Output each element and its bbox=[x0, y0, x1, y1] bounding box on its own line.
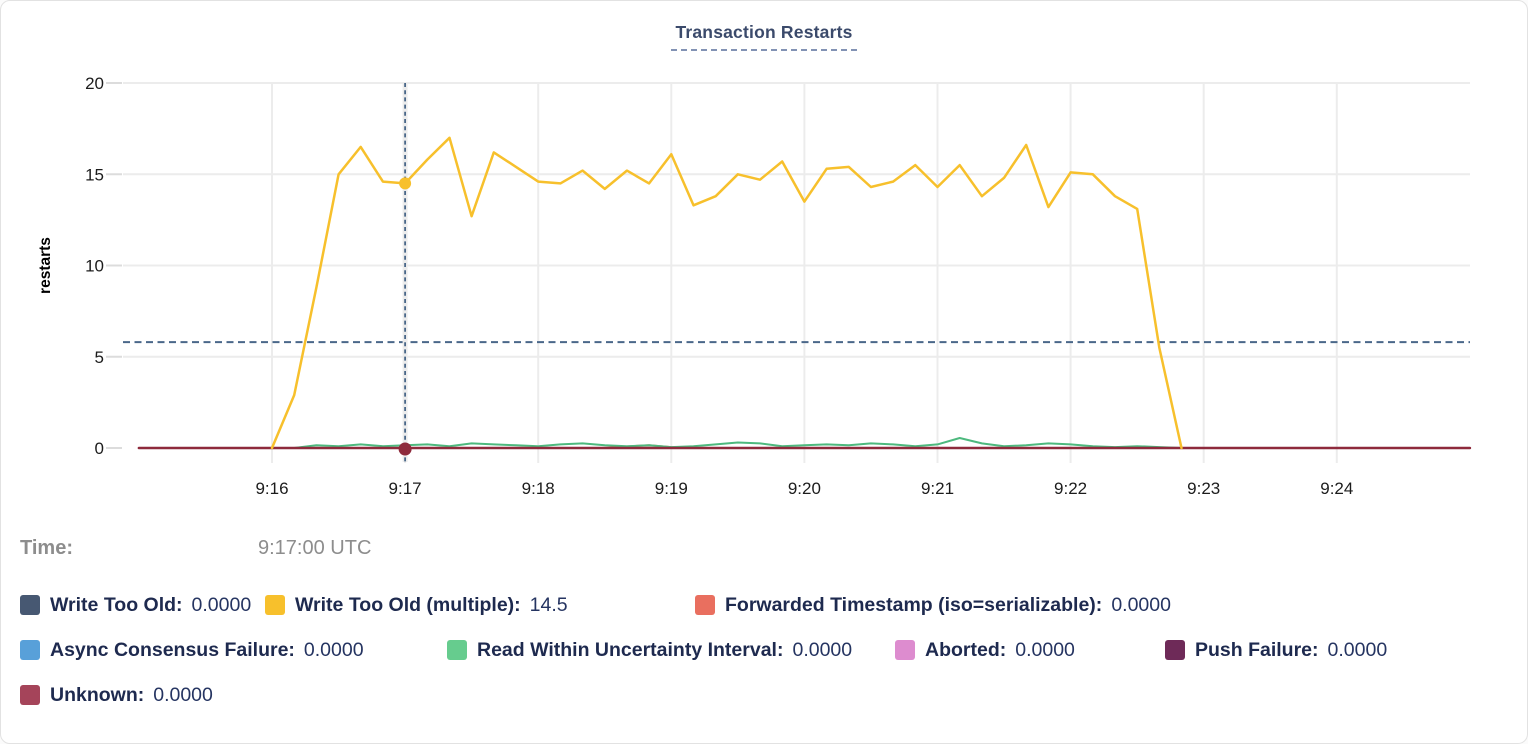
legend-label: Async Consensus Failure: bbox=[50, 638, 295, 661]
legend-swatch-icon bbox=[447, 640, 467, 660]
tooltip-time-value: 9:17:00 UTC bbox=[258, 537, 372, 559]
tooltip-time-label: Time: bbox=[20, 537, 73, 559]
legend-value: 14.5 bbox=[529, 593, 568, 616]
chart-svg[interactable]: 0 5 10 15 20 9:16 9:17 9:18 9:19 9:20 9:21 9:22 9:23… bbox=[0, 0, 1528, 520]
legend-value: 0.0000 bbox=[191, 593, 252, 616]
chart-plot-area[interactable]: 0 5 10 15 20 9:16 9:17 9:18 9:19 9:20 9:21 9:22 9:23… bbox=[0, 0, 1528, 525]
x-tick-label: 9:18 bbox=[522, 479, 555, 498]
legend-swatch-icon bbox=[895, 640, 915, 660]
legend-label: Aborted: bbox=[925, 638, 1007, 661]
y-tick-label: 10 bbox=[85, 257, 104, 276]
legend-item-write-too-old-multiple-: Write Too Old (multiple): 14.5 bbox=[265, 592, 568, 618]
legend-item-aborted: Aborted: 0.0000 bbox=[895, 637, 1075, 663]
x-tick-label: 9:20 bbox=[788, 479, 821, 498]
legend-label: Read Within Uncertainty Interval: bbox=[477, 638, 784, 661]
y-axis-title: restarts bbox=[37, 237, 54, 294]
legend-label: Write Too Old: bbox=[50, 593, 183, 616]
legend-item-push-failure: Push Failure: 0.0000 bbox=[1165, 637, 1387, 663]
legend-label: Forwarded Timestamp (iso=serializable): bbox=[725, 593, 1103, 616]
hover-point-highlight bbox=[399, 177, 412, 190]
x-tick-label: 9:19 bbox=[655, 479, 688, 498]
legend-value: 0.0000 bbox=[1327, 638, 1388, 661]
legend-swatch-icon bbox=[20, 595, 40, 615]
legend-value: 0.0000 bbox=[1111, 593, 1171, 616]
legend-value: 0.0000 bbox=[153, 683, 213, 706]
hover-point-baseline bbox=[398, 442, 412, 456]
legend-swatch-icon bbox=[20, 640, 40, 660]
legend-value: 0.0000 bbox=[303, 638, 364, 661]
chart-title[interactable]: Transaction Restarts bbox=[671, 22, 857, 51]
legend-swatch-icon bbox=[1165, 640, 1185, 660]
series-line-read-within-uncertainty-interval bbox=[137, 437, 1183, 449]
legend-value: 0.0000 bbox=[1015, 638, 1075, 661]
series-line-write-too-old-multiple- bbox=[270, 136, 1183, 450]
legend-swatch-icon bbox=[695, 595, 715, 615]
x-tick-label: 9:21 bbox=[921, 479, 954, 498]
legend-swatch-icon bbox=[265, 595, 285, 615]
legend-value: 0.0000 bbox=[792, 638, 853, 661]
legend-label: Write Too Old (multiple): bbox=[295, 593, 521, 616]
legend-label: Push Failure: bbox=[1195, 638, 1319, 661]
legend-item-forwarded-timestamp-iso-serializable-: Forwarded Timestamp (iso=serializable): 0… bbox=[695, 592, 1171, 618]
legend-label: Unknown: bbox=[50, 683, 145, 706]
legend-item-async-consensus-failure: Async Consensus Failure: 0.0000 bbox=[20, 637, 364, 663]
y-tick-label: 5 bbox=[95, 348, 104, 367]
x-tick-label: 9:22 bbox=[1054, 479, 1087, 498]
x-tick-label: 9:24 bbox=[1320, 479, 1353, 498]
legend-item-unknown: Unknown: 0.0000 bbox=[20, 682, 213, 708]
x-tick-label: 9:17 bbox=[389, 479, 422, 498]
x-tick-label: 9:16 bbox=[255, 479, 288, 498]
y-tick-label: 0 bbox=[95, 439, 104, 458]
chart-header: Transaction Restarts bbox=[0, 22, 1528, 51]
y-tick-label: 15 bbox=[85, 165, 104, 184]
legend-swatch-icon bbox=[20, 685, 40, 705]
legend-item-write-too-old: Write Too Old: 0.0000 bbox=[20, 592, 251, 618]
y-tick-label: 20 bbox=[85, 74, 104, 93]
legend-item-read-within-uncertainty-interval: Read Within Uncertainty Interval: 0.0000 bbox=[447, 637, 852, 663]
x-tick-label: 9:23 bbox=[1187, 479, 1220, 498]
